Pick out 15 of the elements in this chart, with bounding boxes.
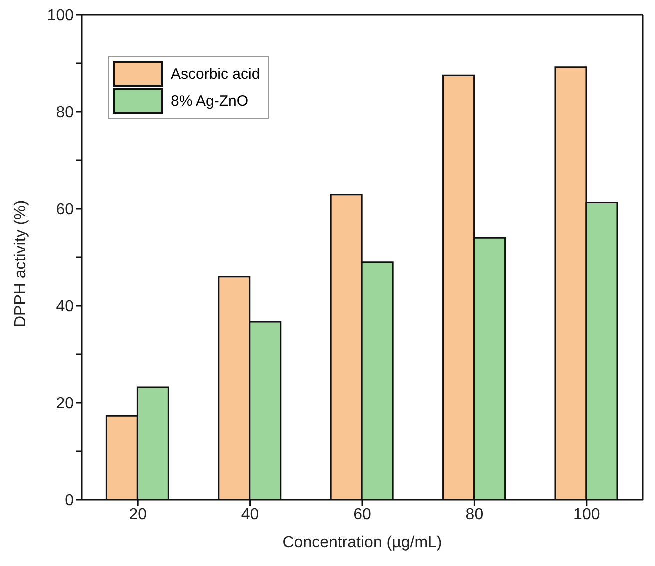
x-tick-label: 100 <box>574 506 600 524</box>
x-axis-title: Concentration (µg/mL) <box>282 534 442 552</box>
y-tick-label: 0 <box>65 492 74 510</box>
legend-label: Ascorbic acid <box>171 66 260 82</box>
x-tick-label: 60 <box>354 506 372 524</box>
x-tick-label: 40 <box>241 506 260 524</box>
y-tick-label: 60 <box>56 202 74 219</box>
legend-label: 8% Ag-ZnO <box>171 92 249 110</box>
y-tick-label: 20 <box>56 396 74 413</box>
x-tick-label: 20 <box>129 506 148 524</box>
x-tick-label: 80 <box>466 506 484 524</box>
y-tick-label: 80 <box>56 104 74 122</box>
y-tick-label: 40 <box>56 298 74 316</box>
y-tick-label: 100 <box>47 8 74 25</box>
y-axis-title: DPPH activity (%) <box>12 200 30 328</box>
